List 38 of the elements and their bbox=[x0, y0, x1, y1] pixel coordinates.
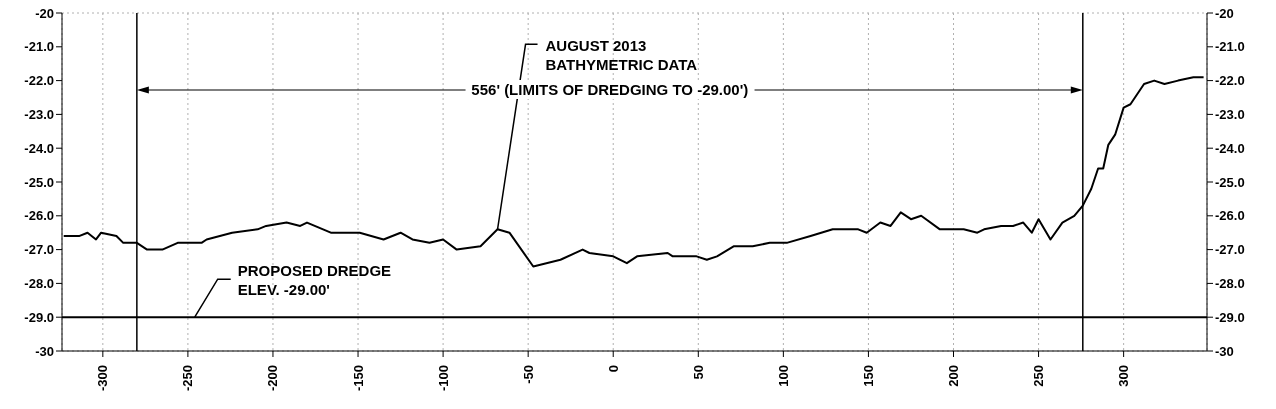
y2-tick-label: -25.0 bbox=[1215, 174, 1245, 190]
x-tick-label: 250 bbox=[1031, 365, 1047, 387]
annotation: AUGUST 2013 BATHYMETRIC DATA bbox=[545, 36, 699, 75]
y2-tick-label: -20 bbox=[1215, 5, 1234, 21]
y-tick-label: -20 bbox=[35, 5, 54, 21]
y2-tick-label: -24.0 bbox=[1215, 140, 1245, 156]
x-tick-label: 300 bbox=[1116, 365, 1132, 387]
y2-tick-label: -21.0 bbox=[1215, 39, 1245, 55]
annotation: PROPOSED DREDGE ELEV. -29.00' bbox=[237, 261, 393, 300]
y2-tick-label: -29.0 bbox=[1215, 309, 1245, 325]
y2-tick-label: -26.0 bbox=[1215, 208, 1245, 224]
x-tick-label: 150 bbox=[860, 365, 876, 387]
y2-tick-label: -28.0 bbox=[1215, 276, 1245, 292]
y-tick-label: -23.0 bbox=[24, 107, 54, 123]
x-tick-label: -200 bbox=[265, 365, 281, 392]
x-tick-label: -50 bbox=[520, 365, 536, 384]
y-tick-label: -30 bbox=[35, 343, 54, 359]
y2-tick-label: -30 bbox=[1215, 343, 1234, 359]
y2-tick-label: -27.0 bbox=[1215, 242, 1245, 258]
y2-tick-label: -22.0 bbox=[1215, 73, 1245, 89]
x-tick-label: -100 bbox=[435, 365, 451, 392]
x-tick-label: 0 bbox=[605, 365, 621, 373]
y-tick-label: -24.0 bbox=[24, 140, 54, 156]
x-tick-label: 50 bbox=[690, 365, 706, 380]
x-tick-label: -150 bbox=[350, 365, 366, 392]
x-tick-label: -250 bbox=[180, 365, 196, 392]
x-tick-label: 200 bbox=[946, 365, 961, 387]
y-tick-label: -26.0 bbox=[24, 208, 54, 224]
y-tick-label: -25.0 bbox=[24, 174, 54, 190]
x-tick-label: 100 bbox=[775, 365, 791, 387]
y2-tick-label: -23.0 bbox=[1215, 107, 1245, 123]
y-tick-label: -27.0 bbox=[24, 242, 54, 258]
y-tick-label: -29.0 bbox=[24, 309, 54, 325]
y-tick-label: -28.0 bbox=[24, 276, 54, 292]
x-tick-label: -300 bbox=[95, 365, 111, 392]
annotation: 556' (LIMITS OF DREDGING TO -29.00') bbox=[465, 80, 755, 99]
y-tick-label: -21.0 bbox=[24, 39, 54, 55]
y-tick-label: -22.0 bbox=[24, 73, 54, 89]
